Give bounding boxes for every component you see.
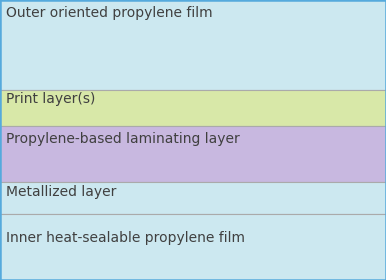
Bar bbox=[0, 0, 386, 90]
Text: Inner heat-sealable propylene film: Inner heat-sealable propylene film bbox=[6, 231, 245, 245]
Text: Print layer(s): Print layer(s) bbox=[6, 92, 95, 106]
Bar bbox=[0, 90, 386, 126]
Text: Metallized layer: Metallized layer bbox=[6, 185, 116, 199]
Bar bbox=[0, 126, 386, 182]
Text: Outer oriented propylene film: Outer oriented propylene film bbox=[6, 6, 212, 20]
Text: Propylene-based laminating layer: Propylene-based laminating layer bbox=[6, 132, 240, 146]
Bar bbox=[0, 214, 386, 280]
Bar bbox=[0, 182, 386, 214]
